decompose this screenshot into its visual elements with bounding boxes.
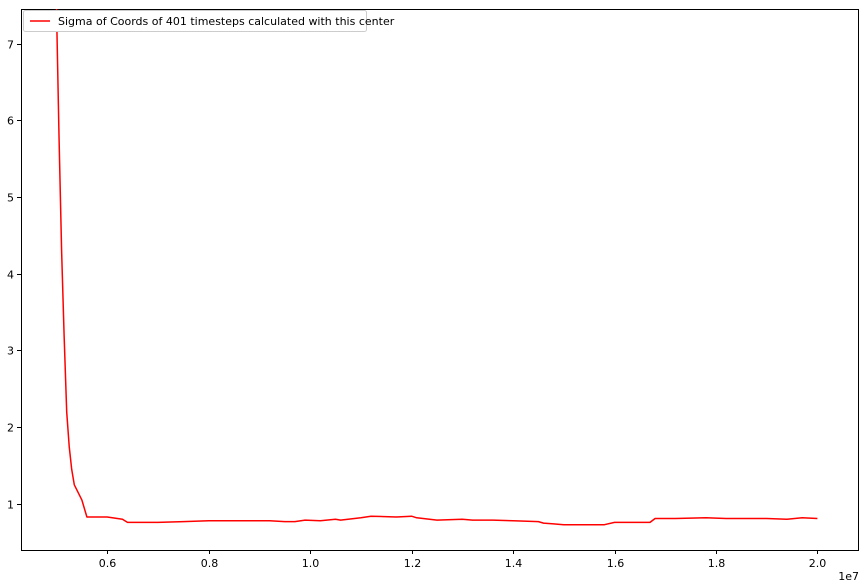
x-tick-label: 1.4 — [505, 557, 523, 570]
series-layer — [55, 9, 818, 526]
plot-frame — [21, 9, 859, 551]
y-tick-label: 7 — [7, 39, 14, 52]
x-tick-label: 1.6 — [607, 557, 625, 570]
x-tick-label: 0.6 — [99, 557, 117, 570]
plot-area — [21, 9, 859, 551]
legend: Sigma of Coords of 401 timesteps calcula… — [23, 10, 395, 32]
x-tick-label: 0.8 — [201, 557, 219, 570]
x-tick-label: 1.2 — [404, 557, 422, 570]
legend-label: Sigma of Coords of 401 timesteps calcula… — [58, 15, 395, 28]
x-axis: 0.6 0.8 1.0 1.2 1.4 1.6 1.8 2.0 — [99, 550, 827, 570]
y-axis: 1 2 3 4 5 6 7 — [7, 39, 21, 512]
x-tick-label: 1.0 — [302, 557, 320, 570]
y-tick-label: 4 — [7, 269, 14, 282]
y-tick-label: 5 — [7, 192, 14, 205]
x-axis-offset-label: 1e7 — [838, 570, 859, 583]
y-tick-label: 6 — [7, 115, 14, 128]
y-tick-label: 3 — [7, 345, 14, 358]
series-line-0 — [55, 9, 818, 526]
x-tick-label: 2.0 — [809, 557, 827, 570]
x-tick-label: 1.8 — [708, 557, 726, 570]
y-tick-label: 1 — [7, 499, 14, 512]
legend-box — [23, 10, 367, 32]
y-tick-label: 2 — [7, 422, 14, 435]
